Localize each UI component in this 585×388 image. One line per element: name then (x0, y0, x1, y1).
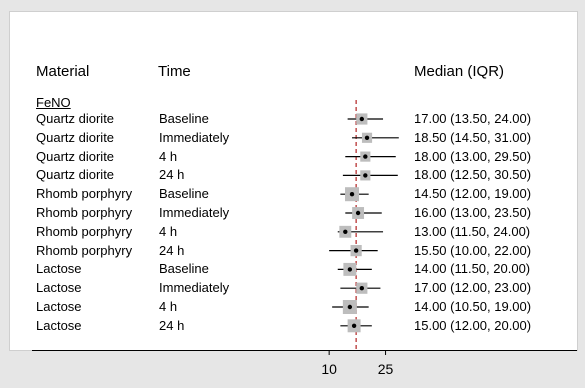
row-median-iqr: 18.00 (12.50, 30.50) (414, 167, 532, 183)
row-time: Baseline (159, 186, 209, 202)
row-material: Lactose (36, 299, 82, 314)
median-point (347, 304, 353, 310)
row-median-iqr: 17.00 (13.50, 24.00) (414, 111, 532, 126)
row-median-iqr: 14.00 (11.50, 20.00) (414, 261, 531, 277)
median-point (353, 248, 359, 253)
row-material: Rhomb porphyry (36, 186, 133, 202)
median-point (359, 116, 365, 122)
row-time: 4 h (159, 299, 178, 314)
row-time: Immediately (159, 205, 230, 220)
row-median-iqr: 18.00 (13.00, 29.50) (414, 148, 532, 164)
header-material: Material (36, 63, 90, 80)
median-point (355, 210, 361, 216)
row-time: 24 h (159, 317, 185, 333)
median-point (349, 192, 355, 197)
row-median-iqr: 15.00 (12.00, 20.00) (414, 317, 532, 333)
median-point (363, 173, 368, 178)
row-material: Quartz diorite (36, 129, 115, 145)
row-median-iqr: 14.00 (10.50, 19.00) (414, 299, 532, 314)
section-label-feno: FeNO (36, 95, 71, 110)
forest-plot-panel: Material Time Median (IQR) FeNO Quartz d… (9, 11, 578, 355)
median-point (359, 286, 365, 291)
row-time: 24 h (159, 167, 185, 183)
row-time: 4 h (159, 148, 178, 164)
row-median-iqr: 15.50 (10.00, 22.00) (414, 242, 532, 258)
row-material: Rhomb porphyry (36, 223, 133, 239)
row-material: Quartz diorite (36, 167, 115, 183)
row-median-iqr: 18.50 (14.50, 31.00) (414, 129, 532, 145)
median-point (351, 323, 357, 328)
forest-plot (328, 100, 399, 355)
x-axis-line (32, 350, 577, 351)
median-point (347, 267, 353, 272)
row-material: Quartz diorite (36, 111, 115, 126)
row-material: Lactose (36, 280, 82, 296)
x-tick-label: 10 (321, 361, 337, 377)
row-material: Rhomb porphyry (36, 242, 133, 258)
row-time: 24 h (159, 242, 185, 258)
row-median-iqr: 17.00 (12.00, 23.00) (414, 280, 532, 296)
median-point (364, 135, 370, 140)
row-time: 4 h (159, 223, 178, 239)
median-point (363, 154, 368, 159)
row-median-iqr: 14.50 (12.00, 19.00) (414, 186, 532, 202)
row-material: Lactose (36, 261, 82, 277)
x-tick-label: 25 (377, 361, 394, 377)
median-point (343, 229, 348, 234)
row-median-iqr: 13.00 (11.50, 24.00) (414, 223, 531, 239)
row-time: Immediately (159, 280, 230, 296)
row-time: Baseline (159, 261, 209, 277)
row-time: Baseline (159, 111, 209, 126)
row-time: Immediately (159, 129, 230, 145)
row-material: Quartz diorite (36, 148, 115, 164)
row-material: Rhomb porphyry (36, 205, 133, 220)
header-time: Time (158, 63, 191, 80)
row-median-iqr: 16.00 (13.00, 23.50) (414, 205, 532, 220)
header-median-iqr: Median (IQR) (414, 63, 505, 80)
row-material: Lactose (36, 317, 82, 333)
